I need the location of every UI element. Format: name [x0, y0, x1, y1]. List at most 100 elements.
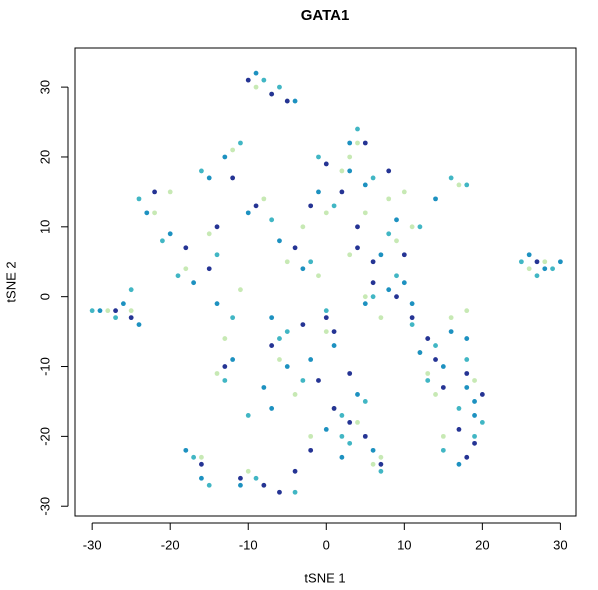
point: [238, 482, 243, 488]
point: [253, 70, 259, 76]
point: [323, 308, 329, 314]
point: [128, 315, 134, 321]
point: [113, 315, 118, 321]
point: [199, 475, 204, 481]
point: [464, 357, 470, 362]
point: [386, 231, 392, 237]
point: [534, 273, 540, 279]
y-tick-label: -10: [37, 357, 52, 376]
point: [230, 357, 236, 362]
point: [409, 301, 415, 307]
point: [191, 454, 197, 460]
point: [386, 287, 392, 293]
point: [557, 259, 563, 265]
point: [440, 447, 446, 453]
point: [277, 238, 282, 244]
point: [89, 308, 95, 314]
point: [175, 273, 181, 279]
y-tick-label: -30: [37, 497, 52, 516]
point: [245, 77, 251, 83]
point: [206, 175, 212, 181]
point: [253, 475, 259, 481]
point: [222, 336, 228, 341]
point: [464, 385, 470, 390]
point: [316, 273, 321, 279]
point: [534, 259, 540, 265]
point: [339, 413, 345, 418]
point: [253, 84, 259, 90]
point: [518, 259, 524, 265]
point: [214, 301, 220, 307]
point: [425, 378, 431, 383]
point: [160, 238, 165, 244]
point: [120, 301, 126, 307]
point: [238, 475, 243, 481]
point: [308, 433, 314, 439]
point: [347, 440, 353, 446]
point: [292, 245, 298, 251]
point: [362, 210, 368, 216]
point: [378, 468, 384, 474]
point: [308, 203, 314, 209]
point: [339, 454, 345, 460]
point: [269, 91, 275, 97]
point: [464, 336, 470, 341]
point: [300, 266, 306, 272]
point: [308, 357, 314, 362]
point: [464, 182, 470, 188]
point: [230, 175, 236, 181]
point: [300, 378, 306, 383]
point: [316, 378, 321, 383]
point: [378, 461, 384, 467]
y-axis-label: tSNE 2: [3, 261, 18, 302]
point: [214, 224, 220, 230]
point: [370, 294, 376, 300]
point: [542, 266, 548, 272]
point: [128, 308, 134, 314]
point: [347, 252, 353, 258]
point: [355, 126, 360, 132]
point: [113, 308, 118, 314]
point: [136, 196, 142, 202]
point: [331, 329, 337, 334]
point: [472, 433, 477, 439]
point: [316, 154, 321, 160]
point: [292, 392, 298, 397]
point: [417, 224, 423, 230]
point: [433, 392, 438, 397]
point: [323, 210, 329, 216]
point: [355, 245, 360, 251]
x-tick-label: -30: [83, 537, 102, 552]
point: [378, 315, 384, 321]
point: [433, 196, 438, 202]
point: [308, 447, 314, 453]
point: [448, 315, 454, 321]
point: [230, 315, 236, 321]
point: [230, 147, 236, 153]
point: [386, 196, 392, 202]
point: [277, 336, 282, 341]
point: [339, 433, 345, 439]
point: [136, 322, 142, 328]
point: [191, 280, 197, 286]
point: [542, 259, 548, 265]
point: [167, 231, 173, 237]
point: [409, 315, 415, 321]
point: [417, 350, 423, 355]
point: [277, 357, 282, 362]
point: [401, 252, 407, 258]
point: [238, 140, 243, 146]
point: [472, 440, 477, 446]
point: [479, 420, 485, 425]
point: [370, 259, 376, 265]
point: [269, 343, 275, 348]
x-tick-label: 20: [475, 537, 489, 552]
point: [464, 308, 470, 314]
point: [206, 266, 212, 272]
point: [331, 343, 337, 348]
point: [425, 336, 431, 341]
y-tick-label: 20: [37, 150, 52, 164]
point: [105, 308, 111, 314]
point: [199, 461, 204, 467]
